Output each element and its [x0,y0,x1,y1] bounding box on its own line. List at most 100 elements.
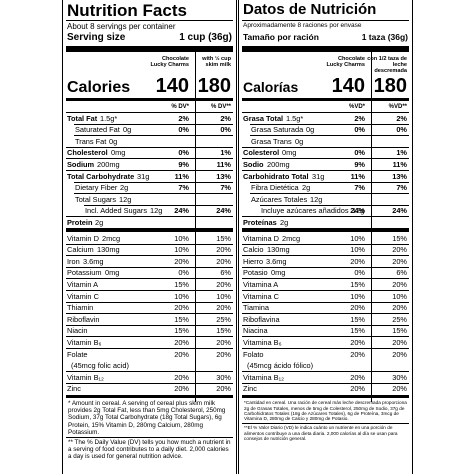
nutrient-name: Vitamina D [243,233,280,243]
daily-value: 20% [174,303,189,313]
rule [66,348,233,349]
nutrient-name: Vitamin A [67,279,99,289]
daily-value: 20% [216,303,231,313]
nutrient-name: Azúcares Totales [251,194,308,204]
nutrient-name: Tiamina [243,303,270,313]
nutrient-name: Sodio [243,159,264,169]
daily-value: 24% [174,206,189,216]
nutrition-panel: Nutrition Facts About 8 servings per cont… [62,0,237,474]
nutrient-amount: 200mg [267,159,290,169]
daily-value: 7% [396,183,407,193]
nutrient-amount: 2g [120,183,129,193]
daily-value: 20% [350,372,365,382]
nutrient-name: Vitamina C [243,291,280,301]
rule [242,313,409,314]
nutrient-amount: (45mcg folic acid) [71,361,129,371]
nutrient-name: Folato [243,349,264,359]
dv-header: %VD** [388,104,407,110]
daily-value: 0% [178,268,189,278]
nutrient-name: Protein [67,217,93,227]
daily-value: 20% [174,256,189,266]
nutrient-amount: 0g [123,125,132,135]
rule [242,336,409,337]
daily-value: 10% [216,291,231,301]
daily-value: 20% [216,279,231,289]
daily-value: 0% [354,148,365,158]
rule [66,112,233,113]
rule [242,278,409,279]
daily-value: 20% [392,279,407,289]
rule [66,382,233,384]
daily-value: 0% [178,148,189,158]
daily-value: 7% [220,183,231,193]
nutrient-name: Proteínas [243,217,277,227]
nutrient-amount: 1.5g* [100,113,118,123]
nutrient-name: Total Fat [67,113,98,123]
rule [242,371,409,372]
daily-value: 24% [392,206,407,216]
nutrient-amount: 130mg [267,245,290,255]
daily-value: 30% [216,372,231,382]
daily-value: 7% [178,183,189,193]
rule [74,135,233,136]
daily-value: 15% [174,279,189,289]
daily-value: 30% [392,372,407,382]
nutrient-name: Carbohidrato Total [243,171,309,181]
nutrient-name: Niacin [67,326,88,336]
daily-value: 20% [174,337,189,347]
serving-size: 1 cup (36g) [179,32,232,43]
daily-value: 15% [392,233,407,243]
serving-size: 1 taza (36g) [361,32,408,42]
rule [66,228,233,232]
nutrient-name: Iron [67,256,80,266]
rule [242,20,409,21]
daily-value: 9% [354,159,365,169]
daily-value: 20% [216,337,231,347]
daily-value: 11% [392,159,407,169]
rule [242,46,409,52]
daily-value: 0% [178,125,189,135]
nutrient-name: Niacina [243,326,268,336]
daily-value: 20% [350,349,365,359]
daily-value: 0% [220,125,231,135]
calories-value: 180 [373,75,407,97]
daily-value: 24% [216,206,231,216]
nutrient-amount: 12g [352,206,365,216]
nutrient-amount: 12g [119,194,132,204]
rule [242,423,409,424]
daily-value: 1% [396,148,407,158]
nutrient-name: Thiamin [67,303,94,313]
nutrient-name: Calcio [243,245,264,255]
rule [66,255,233,256]
daily-value: 24% [350,206,365,216]
rule [242,98,409,101]
nutrient-amount: 200mg [97,159,120,169]
nutrient-name: Incluye azúcares añadidos [261,206,349,216]
calories-label: Calories [67,79,131,96]
daily-value: 0% [354,268,365,278]
servings: About 8 servings per container [67,22,176,31]
nutrient-amount: 2mcg [282,233,301,243]
rule [66,20,233,21]
nutrient-name: Folate [67,349,88,359]
daily-value: 10% [350,233,365,243]
daily-value: 20% [392,245,407,255]
nutrient-amount: 0mg [271,268,286,278]
rule [66,243,233,245]
column-divider [195,52,196,402]
nutrient-amount: 3.6mg [83,256,104,266]
nutrient-name: Riboflavin [67,314,100,324]
servings: Aproximadamente 8 raciones por envase [243,22,362,29]
daily-value: 6% [220,268,231,278]
dv-header: % DV* [171,104,189,110]
rule [66,301,233,303]
column-header: con 1/2 taza de leche descremada [367,56,407,75]
nutrient-name: Potasio [243,268,268,278]
rule [66,313,233,314]
nutrient-name: Vitamin B₆ [67,337,102,347]
nutrient-name: Trans Fat [75,136,107,146]
serving-size-label: Serving size [67,32,126,43]
rule [84,204,233,206]
rule [242,348,409,349]
